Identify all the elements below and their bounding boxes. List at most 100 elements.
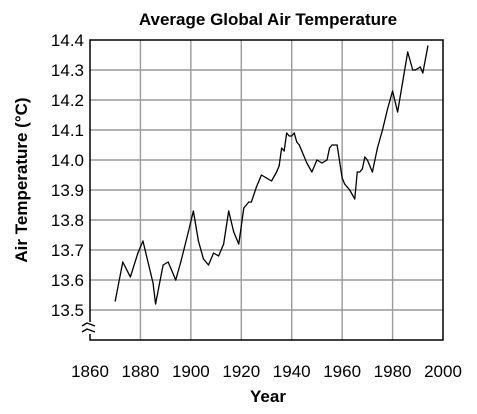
y-tick-label: 13.9: [51, 181, 84, 200]
data-point: [228, 210, 230, 212]
data-point: [142, 240, 144, 242]
data-point: [248, 201, 250, 203]
data-point: [397, 111, 399, 113]
data-point: [217, 255, 220, 257]
data-point: [381, 129, 384, 131]
data-point: [202, 258, 205, 260]
y-tick-label: 14.4: [51, 31, 84, 50]
data-point: [386, 108, 389, 110]
data-point: [286, 132, 288, 134]
data-point: [129, 276, 131, 278]
data-point: [361, 168, 363, 170]
plot-frame: [89, 39, 444, 341]
series-line: [114, 45, 429, 305]
grid: [90, 40, 443, 340]
data-point: [187, 231, 189, 233]
x-tick-label: 1880: [122, 362, 160, 381]
x-axis-label: Year: [250, 387, 286, 406]
data-point: [152, 282, 154, 284]
x-tick-label: 1960: [323, 362, 361, 381]
data-point: [223, 243, 225, 245]
x-tick-label: 1940: [273, 362, 311, 381]
data-point: [291, 135, 293, 137]
data-point: [154, 303, 157, 305]
data-point: [167, 261, 169, 263]
x-tick-label: 1900: [172, 362, 210, 381]
data-point: [341, 177, 343, 179]
data-point: [296, 141, 298, 143]
x-tick-label: 1920: [222, 362, 260, 381]
x-tick-labels: 1860 1880 1900 1920 1940 1960 1980 2000: [71, 362, 462, 381]
data-point: [212, 252, 215, 254]
data-point: [316, 159, 318, 161]
axis-break-mark: [81, 322, 96, 327]
data-point: [349, 189, 351, 191]
data-point: [137, 252, 139, 254]
data-point: [283, 150, 285, 152]
data-point: [270, 180, 273, 182]
data-point: [243, 207, 245, 209]
data-point: [402, 81, 404, 83]
data-point: [238, 243, 240, 245]
series-layer: [114, 45, 429, 305]
data-point: [331, 144, 333, 146]
data-point: [422, 72, 424, 74]
data-point: [354, 198, 356, 200]
data-point: [250, 201, 252, 203]
data-point: [336, 144, 338, 146]
data-point: [298, 144, 300, 146]
y-tick-label: 13.6: [51, 271, 84, 290]
data-point: [328, 147, 331, 149]
y-axis-label: Air Temperature (°C): [12, 97, 31, 262]
data-point: [344, 183, 346, 185]
data-point: [391, 90, 394, 92]
data-point: [265, 177, 268, 179]
data-point: [306, 162, 308, 164]
y-tick-label: 13.8: [51, 211, 84, 230]
data-point: [122, 261, 124, 263]
data-point: [366, 159, 368, 161]
data-point: [275, 171, 278, 173]
x-tick-label: 1980: [374, 362, 412, 381]
x-tick-label: 2000: [424, 362, 462, 381]
data-point: [278, 165, 280, 167]
data-point: [369, 165, 371, 167]
y-tick-label: 14.1: [51, 121, 84, 140]
data-point: [162, 264, 164, 266]
data-point: [260, 174, 263, 176]
data-point: [207, 264, 210, 266]
data-point: [407, 51, 409, 53]
data-point: [414, 69, 416, 71]
y-tick-label: 14.2: [51, 91, 84, 110]
data-point: [114, 300, 116, 302]
y-tick-labels: 13.5 13.6 13.7 13.8 13.9 14.0 14.1 14.2 14.3 14.4: [51, 31, 84, 320]
data-point: [356, 171, 358, 173]
data-point: [175, 279, 177, 281]
data-point: [359, 171, 361, 173]
data-point: [419, 66, 421, 68]
data-point: [281, 147, 283, 149]
axis-break-gap: [87, 322, 93, 334]
data-point: [288, 135, 290, 137]
data-point: [346, 186, 348, 188]
data-point: [180, 261, 182, 263]
data-point: [147, 261, 149, 263]
y-tick-label: 14.0: [51, 151, 84, 170]
data-point: [197, 240, 200, 242]
axis-break-mark: [81, 328, 96, 333]
data-point: [321, 162, 323, 164]
data-point: [233, 231, 235, 233]
y-tick-label: 14.3: [51, 61, 84, 80]
data-point: [192, 210, 194, 212]
data-point: [364, 156, 366, 158]
y-tick-label: 13.5: [51, 301, 84, 320]
y-axis-break: [81, 322, 96, 334]
data-point: [376, 147, 379, 149]
data-point: [412, 69, 414, 71]
x-tick-label: 1860: [71, 362, 109, 381]
data-point: [326, 159, 328, 161]
data-point: [255, 186, 258, 188]
data-point: [301, 150, 303, 152]
data-point: [371, 171, 373, 173]
